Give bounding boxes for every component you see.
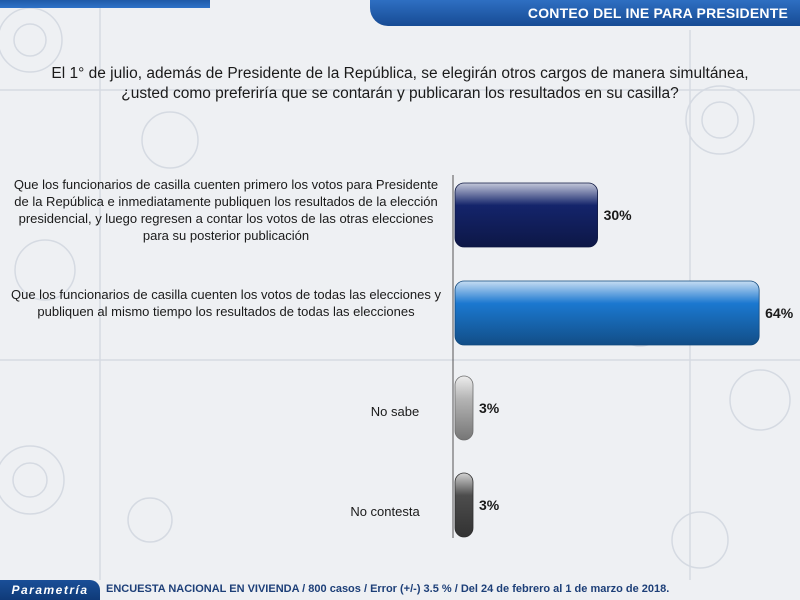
value-label-3: 3% <box>479 400 500 416</box>
bar-3 <box>454 375 474 441</box>
page-title: CONTEO DEL INE PARA PRESIDENTE <box>527 5 788 21</box>
bar-2 <box>454 280 760 346</box>
category-label-4: No contesta <box>350 504 420 519</box>
category-label-3: No sabe <box>370 404 420 419</box>
top-banner: CONTEO DEL INE PARA PRESIDENTE <box>0 0 800 26</box>
survey-question: El 1° de julio, además de Presidente de … <box>20 64 780 104</box>
category-label-2: Que los funcionarios de casilla cuenten … <box>11 287 441 319</box>
question-line-2: ¿usted como preferiría que se contarán y… <box>121 85 679 102</box>
banner-left-strip <box>0 0 210 8</box>
bar-1 <box>454 182 598 248</box>
question-line-1: El 1° de julio, además de Presidente de … <box>51 65 749 82</box>
bar-4 <box>454 472 474 538</box>
footer-note: ENCUESTA NACIONAL EN VIVIENDA / 800 caso… <box>106 583 670 595</box>
value-label-2: 64% <box>765 305 794 321</box>
value-label-4: 3% <box>479 497 500 513</box>
category-label-1: Que los funcionarios de casilla cuenten … <box>13 177 439 243</box>
value-label-1: 30% <box>604 207 633 223</box>
banner-title-bar: CONTEO DEL INE PARA PRESIDENTE <box>370 0 800 26</box>
footer: Parametría ENCUESTA NACIONAL EN VIVIENDA… <box>0 580 800 600</box>
footer-brand-logo: Parametría <box>0 580 100 600</box>
